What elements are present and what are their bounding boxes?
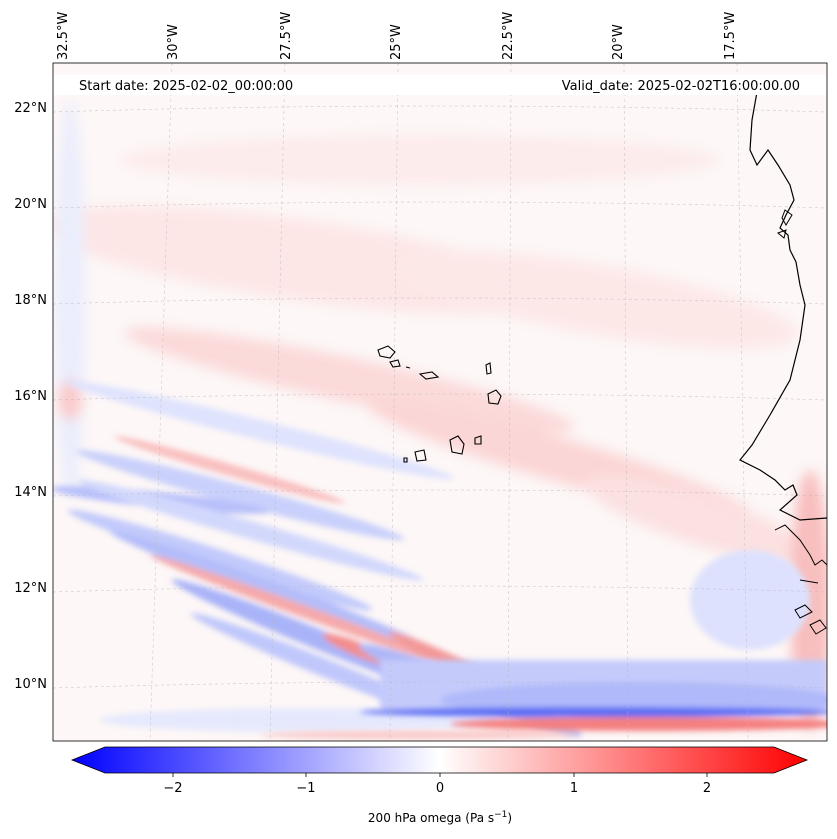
colorbar-label-superscript: −1 [494,810,507,820]
graticule [53,63,827,741]
lon-label-22-5w: 22.5°W [501,12,516,60]
valid-date-label: Valid_date: 2025-02-02T16:00:00.00 [562,79,800,94]
lat-label-18n: 18°N [14,293,47,308]
map-frame [52,62,828,742]
lat-label-16n: 16°N [14,389,47,404]
lon-label-32-5w: 32.5°W [56,12,71,60]
colorbar-tick-minus-2: −2 [163,781,182,796]
lon-label-27-5w: 27.5°W [279,12,294,60]
africa-coastline [739,91,827,521]
colorbar-label-main: 200 hPa omega (Pa s [368,811,494,825]
lon-label-30w: 30°W [166,24,181,60]
omega-field [53,63,827,741]
lon-label-20w: 20°W [611,24,626,60]
colorbar-scale [70,746,809,774]
lat-label-14n: 14°N [14,485,47,500]
lon-label-17-5w: 17.5°W [723,12,738,60]
colorbar-tick-2: 2 [703,781,711,796]
date-header-band [53,75,827,95]
lat-label-10n: 10°N [14,677,47,692]
lat-label-22n: 22°N [14,101,47,116]
start-date-label: Start date: 2025-02-02_00:00:00 [79,79,293,94]
colorbar: −2 −1 0 1 2 200 hPa omega (Pa s−1) [70,746,809,825]
colorbar-tick-minus-1: −1 [296,781,315,796]
lat-label-12n: 12°N [14,581,47,596]
colorbar-label: 200 hPa omega (Pa s−1) [368,810,512,825]
lon-label-25w: 25°W [389,24,404,60]
latitude-labels: 22°N 20°N 18°N 16°N 14°N 12°N 10°N [14,101,47,692]
colorbar-label-end: ) [507,811,512,825]
colorbar-tick-0: 0 [436,781,444,796]
longitude-labels: 32.5°W 30°W 27.5°W 25°W 22.5°W 20°W 17.5… [56,12,738,60]
colorbar-tick-1: 1 [570,781,578,796]
cape-verde-islands [377,345,502,463]
map-panel: Start date: 2025-02-02_00:00:00 Valid_da… [52,62,828,742]
lat-label-20n: 20°N [14,197,47,212]
